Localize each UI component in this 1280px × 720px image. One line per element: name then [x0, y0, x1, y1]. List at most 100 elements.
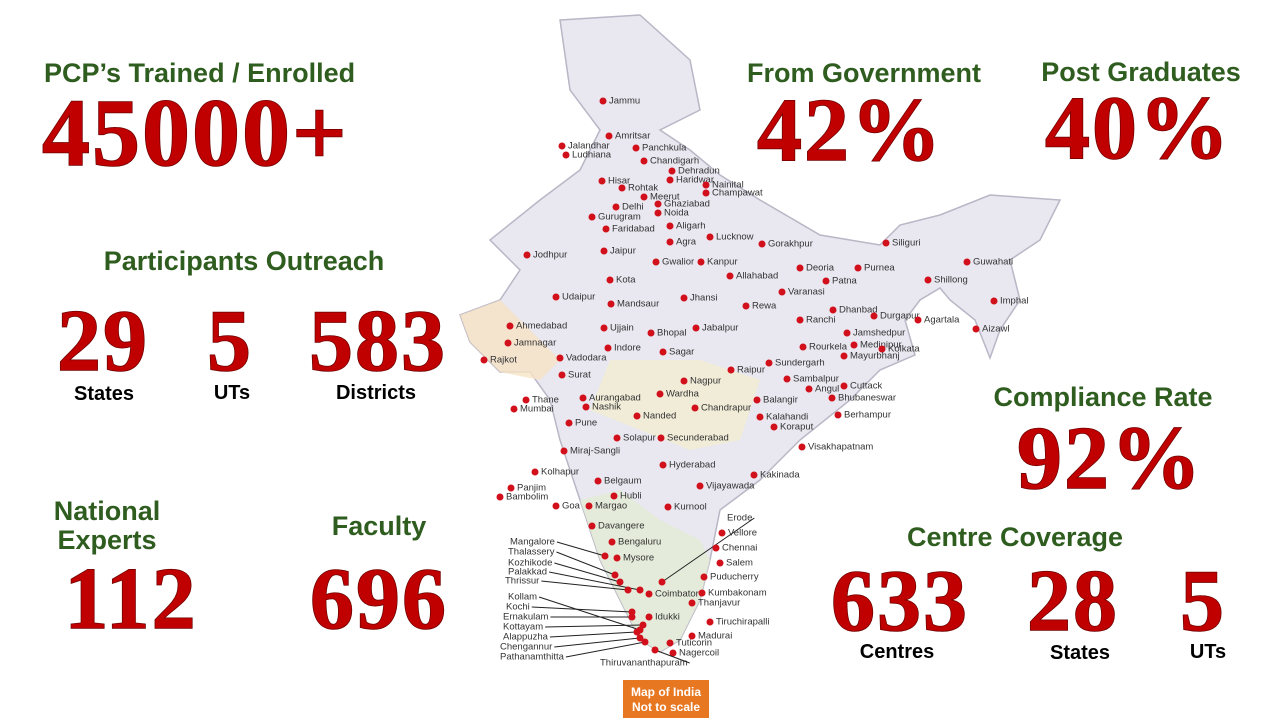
city-label: Ludhiana	[572, 150, 612, 161]
city-label: Thiruvananthapuram	[600, 658, 688, 669]
stat-value: 633	[831, 553, 969, 650]
city-label: Margao	[595, 501, 627, 512]
stat-value: 5	[207, 293, 253, 390]
city-dot	[645, 613, 653, 621]
city-dot	[612, 203, 620, 211]
city-dot	[480, 356, 488, 364]
city-label: Pathanamthitta	[500, 652, 565, 663]
city-dot	[770, 423, 778, 431]
city-label: Goa	[562, 501, 581, 512]
city-label: Chandrapur	[701, 403, 751, 414]
city-dot	[990, 297, 998, 305]
stat-title: Post Graduates	[1041, 57, 1241, 87]
leader-line	[538, 596, 641, 631]
city-dot	[604, 344, 612, 352]
city-dot	[854, 264, 862, 272]
city-dot	[829, 306, 837, 314]
city-label: Imphal	[1000, 296, 1029, 307]
city-dot	[496, 493, 504, 501]
stat-value: 40%	[1045, 79, 1231, 178]
city-dot	[758, 240, 766, 248]
city-dot	[850, 341, 858, 349]
map-region	[460, 300, 560, 380]
city-dot	[870, 312, 878, 320]
city-label: Amritsar	[615, 131, 650, 142]
city-label: Hisar	[608, 176, 630, 187]
city-dot	[616, 578, 624, 586]
city-dot	[641, 638, 649, 646]
city-label: Mysore	[623, 553, 654, 564]
city-dot	[666, 238, 674, 246]
city-label: Erode	[727, 513, 752, 524]
city-label: Meerut	[650, 192, 680, 203]
city-label: Tuticorin	[676, 638, 712, 649]
city-label: Guwahati	[973, 257, 1013, 268]
city-dot	[666, 176, 674, 184]
city-dot	[843, 329, 851, 337]
leader-line	[531, 606, 633, 613]
city-label: Wardha	[666, 389, 700, 400]
city-label: Cuttack	[850, 381, 882, 392]
city-dot	[560, 447, 568, 455]
city-label: Kumbakonam	[708, 588, 767, 599]
city-label: Kozhikode	[508, 558, 552, 569]
map-note: Not to scale	[632, 700, 700, 714]
city-dot	[828, 394, 836, 402]
city-label: Thane	[532, 395, 559, 406]
city-dot	[611, 571, 619, 579]
city-label: Rohtak	[628, 183, 658, 194]
city-label: Haridwar	[676, 175, 714, 186]
city-label: Kurnool	[674, 502, 707, 513]
city-dot	[645, 590, 653, 598]
city-dot	[565, 419, 573, 427]
city-label: Vellore	[728, 528, 757, 539]
city-dot	[718, 529, 726, 537]
city-dot	[668, 167, 676, 175]
city-dot	[688, 632, 696, 640]
stat-title: Faculty	[332, 511, 427, 541]
city-label: Udaipur	[562, 292, 595, 303]
city-label: Bambolim	[506, 492, 548, 503]
city-label: Thrissur	[505, 576, 539, 587]
city-dot	[582, 403, 590, 411]
city-label: Nagercoil	[679, 648, 719, 659]
city-dot	[598, 177, 606, 185]
city-label: Kolhapur	[541, 467, 579, 478]
city-label: Jodhpur	[533, 250, 567, 261]
city-label: Kalahandi	[766, 412, 808, 423]
city-label: Mandsaur	[617, 299, 659, 310]
city-dot	[659, 461, 667, 469]
city-label: Panchkula	[642, 143, 687, 154]
city-dot	[652, 258, 660, 266]
stat-value: 583	[309, 293, 447, 390]
map-note: Map of India	[631, 685, 701, 699]
city-dot	[658, 578, 666, 586]
city-dot	[506, 322, 514, 330]
city-dot	[510, 405, 518, 413]
city-label: Mangalore	[510, 537, 555, 548]
city-label: Palakkad	[508, 567, 547, 578]
city-dot	[523, 251, 531, 259]
stat-title: Participants Outreach	[104, 246, 385, 276]
city-label: Raipur	[737, 365, 765, 376]
city-label: Sagar	[669, 347, 694, 358]
city-dot	[608, 538, 616, 546]
city-label: Nanded	[643, 411, 676, 422]
stat-title: PCP’s Trained / Enrolled	[44, 58, 355, 88]
city-dot	[696, 482, 704, 490]
city-label: Thalassery	[508, 547, 555, 558]
city-dot	[599, 97, 607, 105]
city-dot	[963, 258, 971, 266]
city-label: Mumbai	[520, 404, 554, 415]
city-dot	[633, 412, 641, 420]
city-dot	[588, 213, 596, 221]
city-label: Ahmedabad	[516, 321, 567, 332]
city-label: Hyderabad	[669, 460, 715, 471]
city-dot	[666, 639, 674, 647]
city-dot	[628, 613, 636, 621]
stat-value: 42%	[757, 81, 943, 180]
leader-line	[548, 571, 641, 591]
stat-label: Centres	[860, 641, 934, 663]
city-label: Kottayam	[503, 622, 543, 633]
city-label: Chandigarh	[650, 156, 699, 167]
